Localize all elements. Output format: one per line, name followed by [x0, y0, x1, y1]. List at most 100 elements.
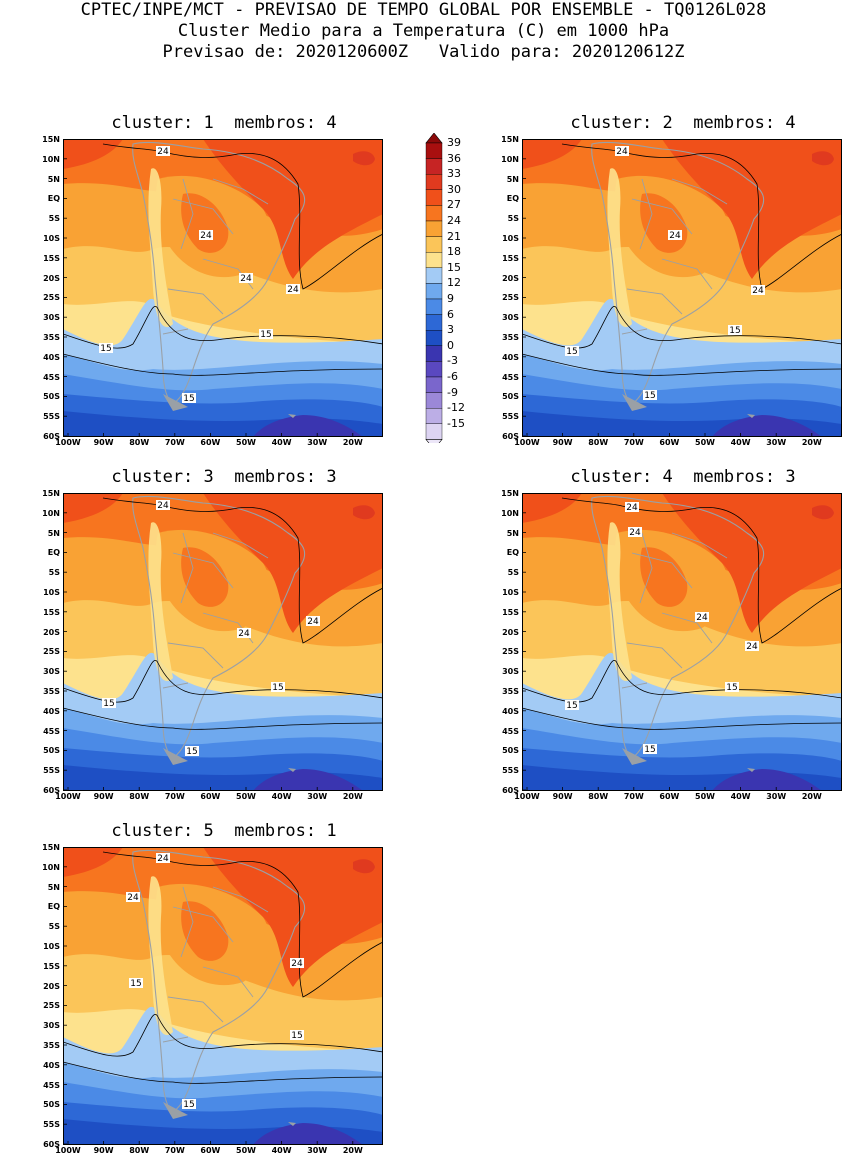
colorbar-swatch: [425, 251, 443, 268]
x-axis-label: 50W: [236, 438, 256, 447]
y-axis-label: 55S: [43, 1120, 60, 1130]
y-axis-label: 20S: [43, 627, 60, 637]
panel-5-title: cluster: 5 membros: 1: [111, 821, 337, 841]
x-axis-label: 20W: [801, 438, 822, 447]
contour-label: 15: [566, 701, 577, 711]
x-axis-label: 40W: [271, 438, 292, 447]
contour-label-box: [643, 744, 657, 754]
y-axis-label: 15N: [42, 489, 60, 498]
colorbar-swatch: [425, 392, 443, 409]
contour-line-1: [63, 306, 383, 349]
x-axis-label: 70W: [623, 438, 644, 447]
contour-label-box: [565, 700, 579, 710]
contour-label: 15: [260, 330, 271, 340]
x-axis-label: 100W: [55, 438, 81, 447]
contour-label-box: [306, 616, 320, 626]
contour-line-2: [63, 1061, 383, 1084]
contour-label-box: [286, 284, 300, 294]
y-axis-label: 10S: [43, 588, 60, 597]
contour-label: 15: [183, 1100, 194, 1110]
y-axis-label: 25S: [43, 647, 60, 657]
hot-spot-33: [353, 859, 375, 874]
y-axis-label: 10S: [43, 234, 60, 243]
colorbar-tick-label: 39: [447, 136, 461, 149]
contour-label-box: [126, 892, 140, 902]
colorbar-swatch: [425, 423, 443, 440]
y-axis-label: 20S: [43, 981, 60, 991]
colorbar-tick-label: 18: [447, 245, 461, 259]
contour-line-1: [63, 1014, 383, 1057]
contour-label-box: [129, 978, 143, 988]
x-axis-label: 70W: [164, 438, 185, 447]
contour-label-box: [290, 958, 304, 968]
y-axis-label: EQ: [47, 194, 60, 204]
y-axis-label: 5N: [47, 528, 60, 538]
islands: [288, 768, 296, 772]
country-border-3: [626, 642, 683, 669]
x-axis-label: 50W: [236, 1146, 256, 1155]
y-axis-label: 10S: [502, 588, 519, 597]
country-border-5: [671, 178, 728, 205]
y-axis-label: 5S: [48, 214, 60, 224]
x-axis-label: 40W: [730, 438, 751, 447]
colorbar-swatch: [425, 329, 443, 346]
x-axis-label: 20W: [801, 792, 822, 801]
colorbar-swatch: [425, 142, 443, 159]
country-border-3: [626, 288, 683, 315]
x-axis-label: 90W: [93, 1146, 114, 1155]
andes-cool-strip: [148, 522, 173, 682]
y-axis-label: 5N: [47, 882, 60, 892]
hot-spot-33: [353, 151, 375, 166]
colorbar-tick-label: 15: [447, 260, 461, 274]
continent-outline: [591, 141, 765, 405]
colorbar-top-arrow: [425, 133, 443, 144]
colorbar-tick-label: -15: [447, 416, 465, 430]
contour-label: 24: [746, 642, 758, 652]
subtitle-variable: Cluster Medio para a Temperatura (C) em …: [177, 21, 670, 41]
y-axis-label: 30S: [502, 667, 519, 677]
y-axis-label: 5N: [506, 174, 519, 184]
contour-label: 24: [696, 613, 708, 623]
andes-cool-strip: [148, 168, 173, 328]
islands: [747, 768, 755, 772]
y-axis-label: 55S: [43, 412, 60, 422]
contour-label: 24: [616, 147, 628, 157]
y-axis-label: 15N: [501, 135, 519, 144]
y-axis-label: 40S: [43, 352, 60, 362]
hot-band-pacific: [63, 847, 123, 877]
colorbar-tick-label: 9: [447, 292, 454, 305]
map-frame: [522, 139, 842, 437]
colorbar-tick-label: 21: [447, 229, 461, 243]
y-axis-label: 55S: [43, 766, 60, 776]
y-axis-label: 45S: [43, 372, 60, 382]
contour-label-box: [156, 853, 170, 863]
y-axis-label: 60S: [43, 786, 60, 795]
andes-cool-strip: [148, 876, 173, 1036]
contour-label: 15: [566, 347, 577, 357]
contour-label: 24: [291, 959, 303, 969]
x-axis-label: 30W: [307, 792, 328, 801]
y-axis-label: 5S: [48, 922, 60, 932]
main-title: CPTEC/INPE/MCT - PREVISAO DE TEMPO GLOBA…: [80, 0, 767, 20]
contour-label-box: [199, 230, 213, 240]
y-axis-label: 10N: [42, 154, 60, 164]
country-border-0: [172, 906, 234, 943]
colorbar-swatch: [425, 158, 443, 175]
y-axis-label: 45S: [43, 1080, 60, 1090]
contour-line-2: [63, 707, 383, 730]
contour-label-box: [728, 325, 742, 335]
colorbar: [425, 133, 443, 443]
y-axis-label: 25S: [43, 293, 60, 303]
contour-line-1: [522, 660, 842, 703]
country-border-1: [180, 178, 194, 250]
hot-band-pacific: [522, 139, 582, 169]
y-axis-label: 60S: [43, 1140, 60, 1149]
y-axis-label: 5N: [506, 528, 519, 538]
y-axis-label: 45S: [502, 372, 519, 382]
country-border-2: [661, 612, 713, 644]
contour-label: 24: [669, 231, 681, 241]
contour-label: 15: [183, 394, 194, 404]
contour-label-box: [643, 390, 657, 400]
colorbar-swatch: [425, 283, 443, 300]
contour-label: 24: [238, 629, 250, 639]
